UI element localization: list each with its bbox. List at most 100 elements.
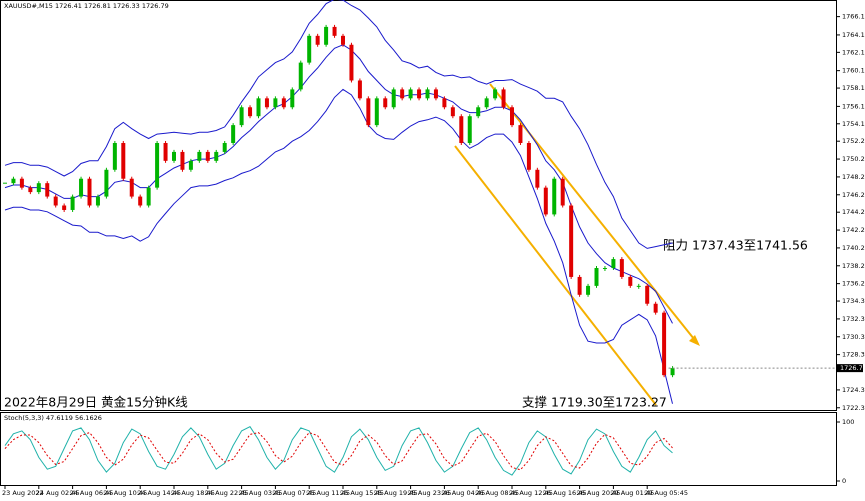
candle: [273, 98, 278, 108]
candle: [248, 107, 253, 117]
candle: [510, 107, 514, 126]
candle: [349, 44, 354, 81]
trend-line: [454, 145, 657, 406]
candle: [28, 187, 33, 193]
x-tick-label: 25 Aug 07:45: [272, 489, 316, 497]
y-tick-label: 1744.25: [842, 208, 865, 216]
candle: [87, 178, 92, 206]
y-tick-label: 100: [842, 418, 854, 426]
candle: [383, 98, 388, 108]
x-tick-label: 23 Aug 2022: [2, 489, 44, 497]
candle: [476, 107, 481, 117]
candle: [53, 196, 58, 206]
candle: [611, 259, 616, 269]
candle: [636, 285, 641, 287]
candle: [535, 169, 540, 188]
y-tick-label: 0: [842, 477, 846, 485]
y-tick-label: 1760.10: [842, 67, 865, 75]
candle: [45, 183, 50, 197]
candle: [256, 98, 261, 117]
y-tick-label: 1754.15: [842, 120, 865, 128]
y-tick-label: 1758.15: [842, 84, 865, 92]
y-tick-label: 1730.30: [842, 333, 865, 341]
candle: [670, 368, 675, 376]
candle: [662, 312, 667, 376]
y-tick-label: 1750.20: [842, 155, 865, 163]
x-tick-label: 26 Aug 08:45: [475, 489, 519, 497]
candle: [586, 285, 591, 295]
main-panel: [0, 0, 837, 411]
candle: [332, 26, 337, 36]
x-tick-label: 24 Aug 06:45: [70, 489, 114, 497]
y-tick-label: 1734.30: [842, 297, 865, 305]
resistance-note: 阻力 1737.43至1741.56: [663, 238, 808, 253]
candle: [11, 178, 16, 184]
y-tick-label: 1762.15: [842, 48, 865, 56]
date-note: 2022年8月29日 黄金15分钟K线: [4, 395, 188, 410]
x-tick-label: 25 Aug 11:45: [306, 489, 350, 497]
candle: [222, 142, 227, 152]
candle: [442, 98, 447, 108]
candle: [341, 35, 345, 45]
y-tick-label: 1740.25: [842, 244, 865, 252]
candle: [577, 276, 582, 295]
candle: [281, 98, 286, 108]
candle: [543, 187, 548, 215]
candle: [653, 303, 658, 313]
x-tick-label: 26 Aug 12:45: [509, 489, 553, 497]
candle: [70, 196, 75, 210]
y-tick-label: 1724.35: [842, 386, 865, 394]
candle: [324, 26, 329, 45]
stoch-line: [4, 432, 673, 471]
x-tick-label: 24 Aug 14:45: [137, 489, 181, 497]
candle: [146, 187, 151, 206]
candle: [594, 268, 599, 286]
candle: [290, 89, 295, 108]
candle: [112, 142, 117, 170]
x-tick-label: 24 Aug 18:45: [171, 489, 215, 497]
candle: [205, 151, 210, 161]
x-tick-label: 26 Aug 04:45: [441, 489, 485, 497]
candle: [569, 205, 574, 277]
candle: [79, 178, 84, 197]
candle: [484, 98, 489, 108]
y-tick-label: 1738.25: [842, 262, 865, 270]
candle: [366, 98, 371, 126]
candle: [121, 142, 126, 179]
candle: [239, 107, 244, 126]
y-tick-label: 1756.10: [842, 102, 865, 110]
candle: [459, 116, 464, 143]
candle: [62, 205, 67, 210]
candle: [95, 196, 100, 206]
last-price-box: [837, 364, 863, 373]
x-tick-label: 25 Aug 23:45: [408, 489, 452, 497]
bollinger-upper: [4, 0, 673, 249]
candle: [163, 142, 168, 161]
candle: [36, 183, 41, 193]
x-tick-label: 25 Aug 15:45: [340, 489, 384, 497]
y-tick-label: 1752.20: [842, 137, 865, 145]
y-tick-label: 1766.15: [842, 13, 865, 21]
bollinger-lower: [4, 88, 673, 404]
candle: [138, 196, 143, 206]
y-tick-label: 1748.20: [842, 173, 865, 181]
candle: [214, 151, 219, 161]
candle: [602, 268, 607, 270]
arrow-head: [689, 335, 700, 346]
x-tick-label: 25 Aug 19:45: [374, 489, 418, 497]
support-note: 支撑 1719.30至1723.27: [522, 395, 667, 410]
y-tick-label: 1736.25: [842, 280, 865, 288]
last-price-label: 1726.79: [840, 364, 865, 372]
candle: [374, 98, 379, 126]
candle: [619, 259, 624, 277]
candle: [172, 151, 176, 161]
candle: [19, 178, 24, 188]
y-tick-label: 1722.35: [842, 404, 865, 412]
candle: [501, 89, 506, 108]
x-tick-label: 29 Aug 05:45: [644, 489, 688, 497]
candle: [417, 89, 422, 99]
candle: [298, 62, 303, 90]
candle: [231, 125, 236, 143]
y-tick-label: 1742.25: [842, 226, 865, 234]
